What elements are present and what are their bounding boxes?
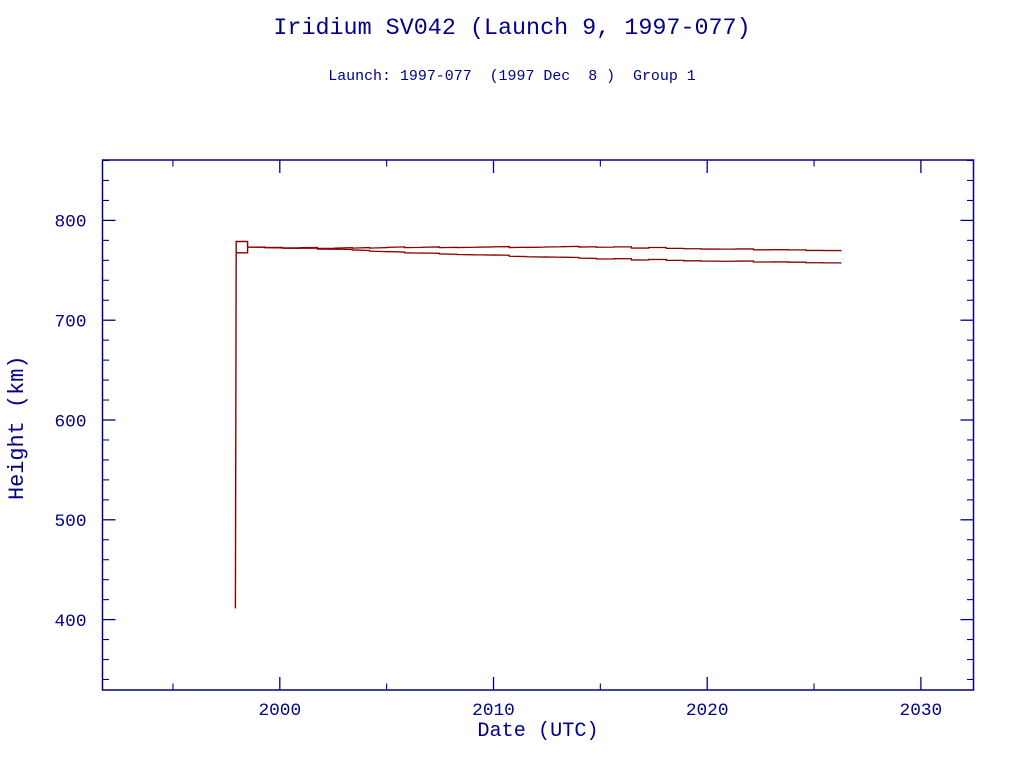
svg-text:2010: 2010	[472, 701, 515, 721]
svg-text:2000: 2000	[258, 701, 301, 721]
svg-text:500: 500	[54, 512, 86, 532]
svg-text:600: 600	[54, 412, 86, 432]
svg-text:2020: 2020	[686, 701, 729, 721]
svg-text:2030: 2030	[900, 701, 943, 721]
svg-text:800: 800	[54, 213, 86, 233]
svg-text:700: 700	[54, 313, 86, 333]
svg-text:400: 400	[54, 612, 86, 632]
